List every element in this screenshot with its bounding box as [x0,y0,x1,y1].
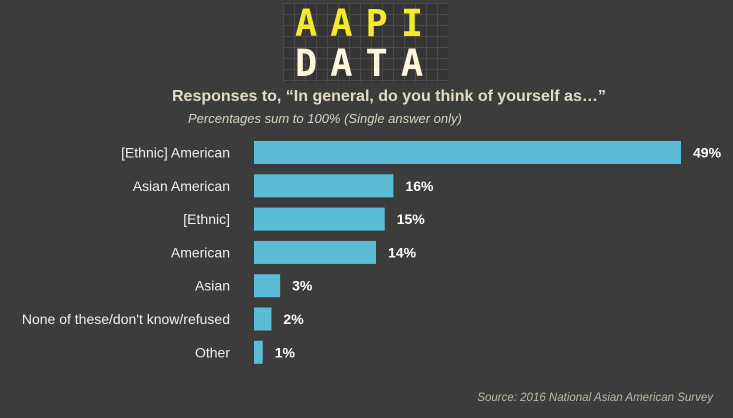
value-label: 16% [405,178,434,194]
value-label: 2% [283,311,304,327]
category-label: [Ethnic] American [121,145,230,161]
category-label: Asian [195,278,230,294]
category-label: Other [195,344,230,360]
category-label: American [171,244,230,260]
source-note: Source: 2016 National Asian American Sur… [477,392,713,404]
category-label: None of these/don't know/refused [22,311,230,327]
bar [254,141,681,164]
chart-subtitle: Percentages sum to 100% (Single answer o… [188,111,462,126]
bar [254,207,385,231]
value-label: 14% [388,244,417,260]
bar [254,240,376,264]
bar [254,274,281,298]
value-label: 3% [292,278,313,294]
value-label: 15% [397,211,426,227]
aapi-data-logo: AAPI DATA [283,2,448,85]
category-label: [Ethnic] [183,211,230,227]
value-label: 49% [693,145,722,161]
logo-line-1: AAPI [295,2,437,45]
value-label: 1% [275,344,296,360]
bar [254,174,394,198]
logo-line-2: DATA [295,42,437,85]
chart-title: Responses to, “In general, do you think … [172,88,606,105]
bar [254,307,272,331]
bar [254,340,263,364]
category-label: Asian American [133,178,230,194]
